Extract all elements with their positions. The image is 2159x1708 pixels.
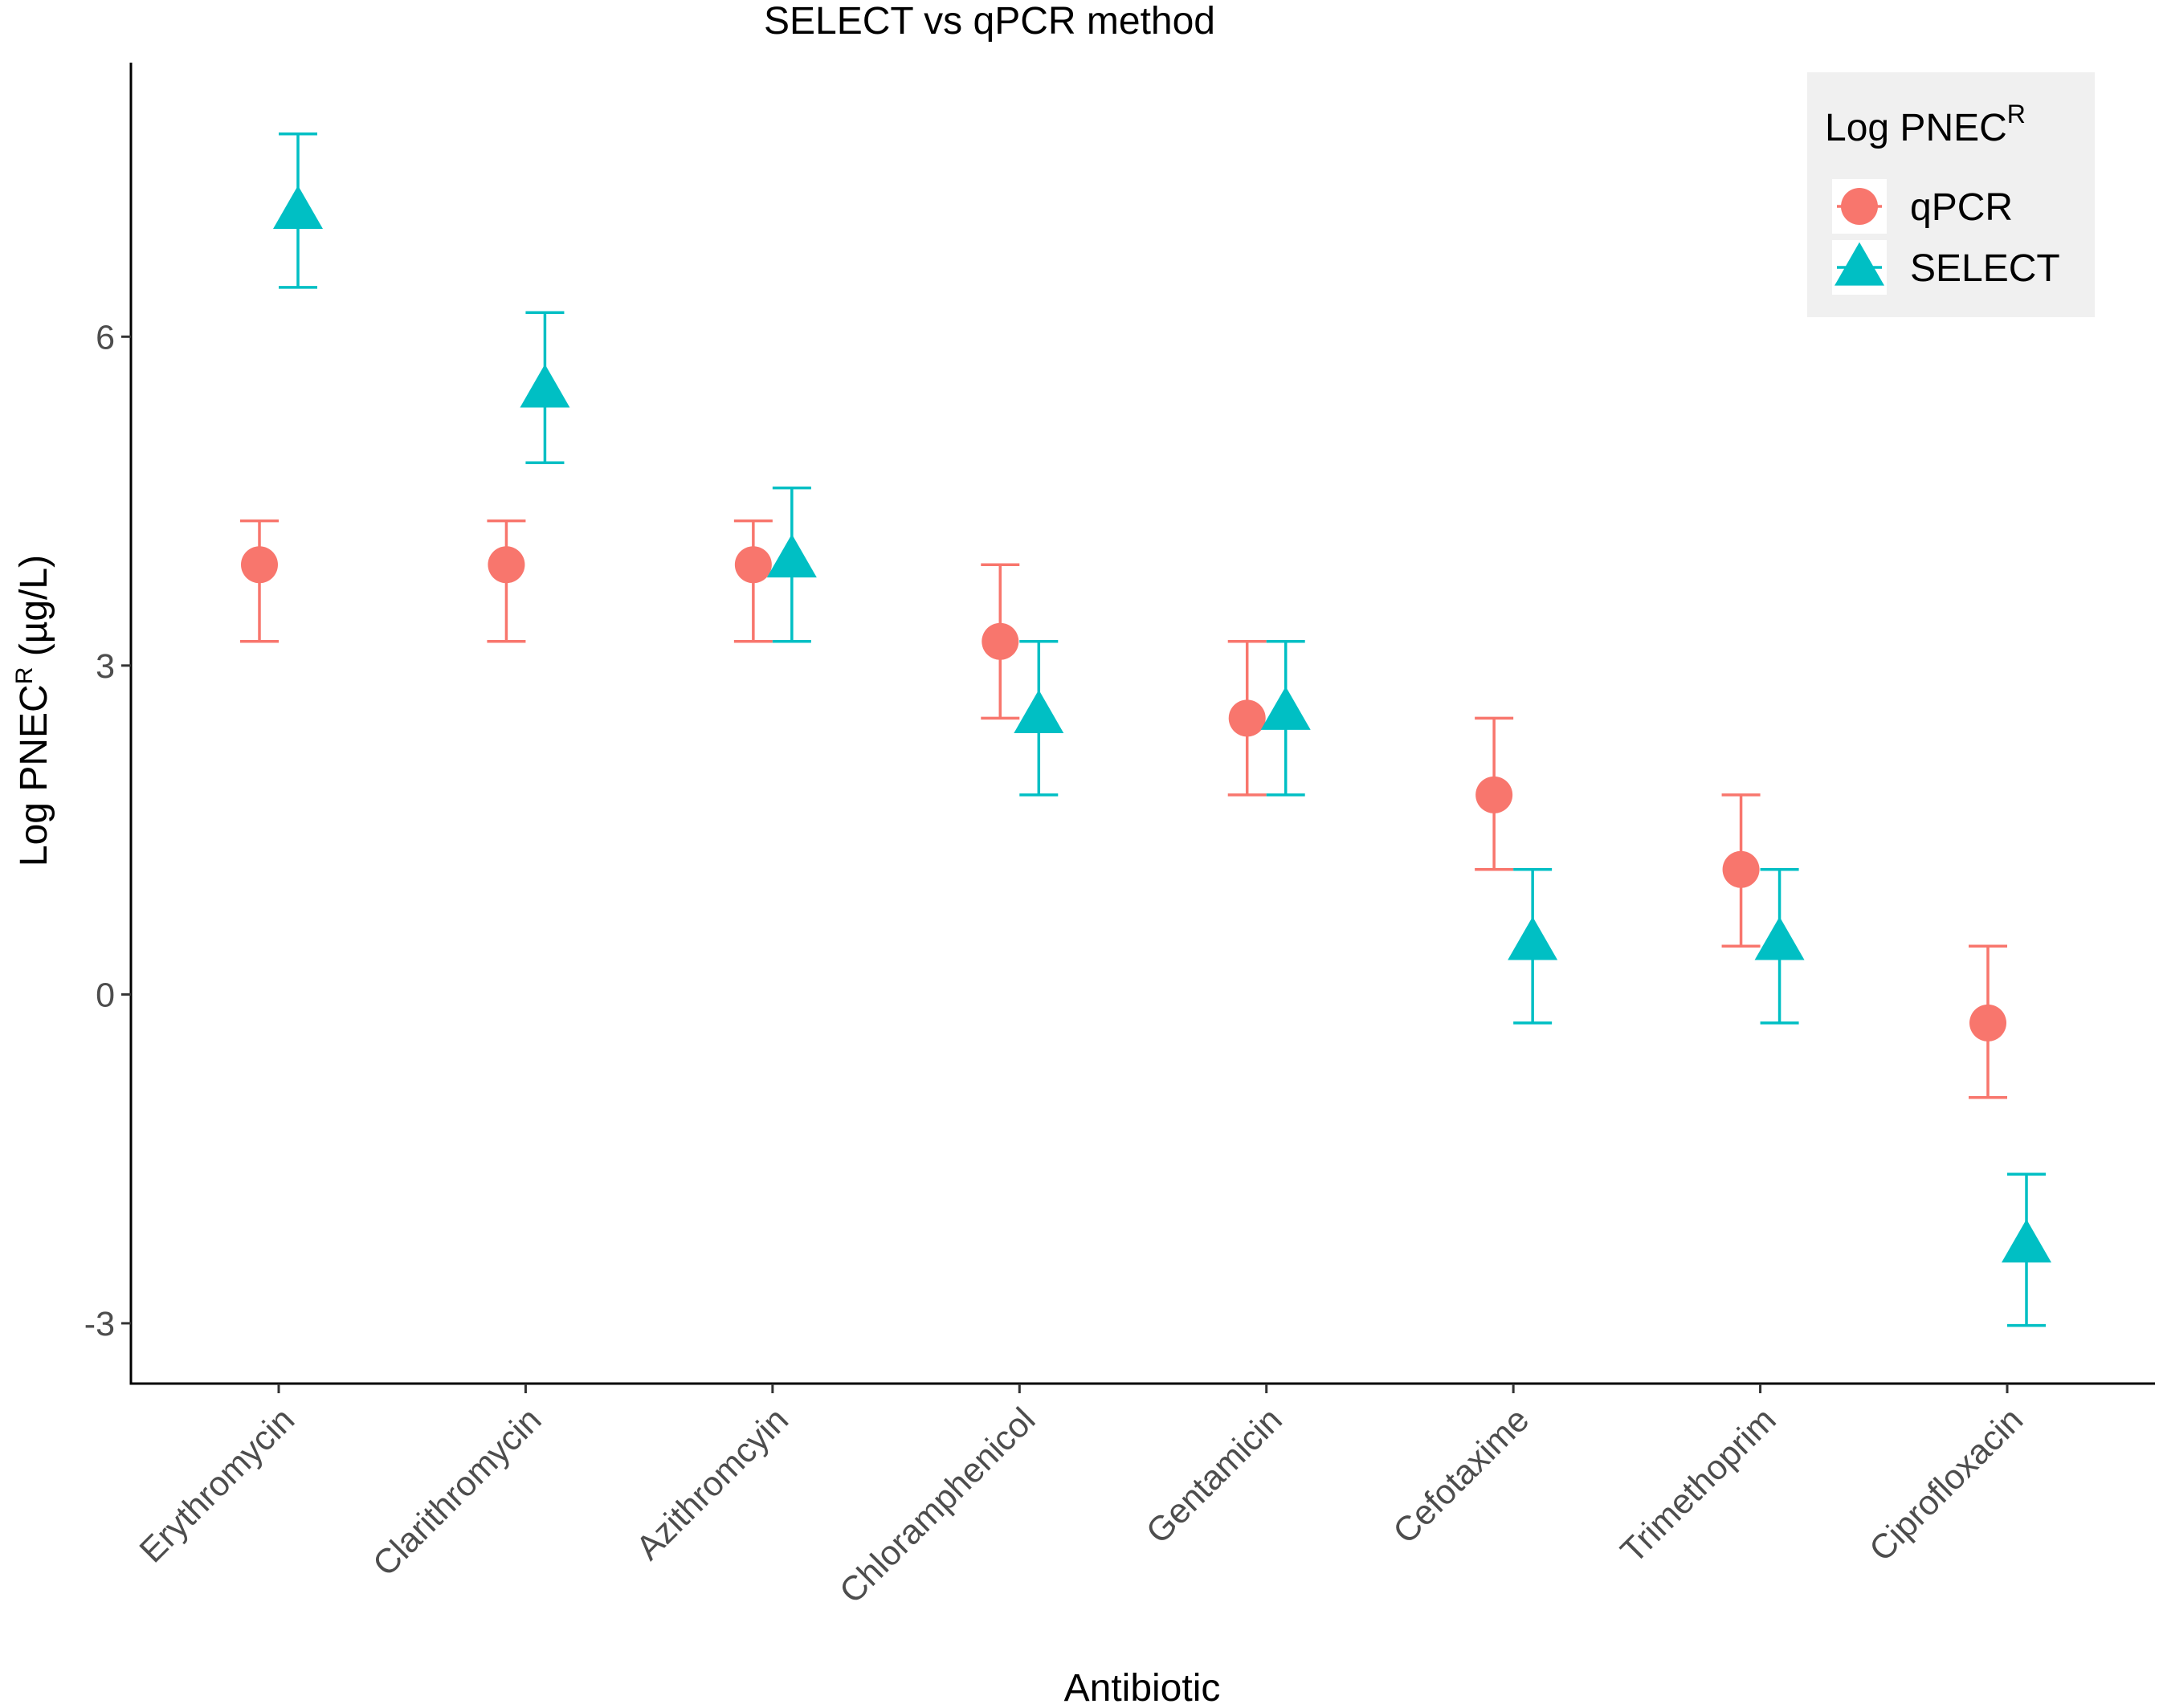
y-axis-title-space [13, 656, 55, 666]
legend-key-qpcr [1841, 188, 1878, 225]
data-points [241, 185, 2051, 1263]
data-point-select [1260, 686, 1311, 730]
legend-label-qpcr: qPCR [1910, 186, 2013, 229]
legend-keys: qPCR SELECT [1832, 179, 2060, 295]
y-axis-title: Log PNECR (µg/L) [11, 555, 55, 866]
data-point-qpcr [982, 622, 1019, 660]
legend-title-main: Log PNEC [1825, 107, 2007, 149]
x-axis-title: Antibiotic [1064, 1667, 1221, 1708]
legend-key-select [1835, 242, 1884, 286]
y-tick-label: -3 [84, 1305, 115, 1343]
legend-title-superscript: R [2007, 100, 2026, 128]
legend-title: Log PNECR [1825, 100, 2026, 149]
y-tick-label: 6 [96, 318, 115, 357]
y-axis-title-superscript: R [11, 667, 38, 685]
data-point-qpcr [241, 546, 278, 584]
data-point-select [766, 534, 817, 578]
data-point-select [1754, 916, 1805, 960]
legend: Log PNECR qPCR SELECT [1807, 72, 2095, 317]
data-point-select [520, 364, 570, 408]
y-axis-title-units: (µg/L) [13, 555, 55, 656]
data-point-qpcr [1228, 699, 1266, 737]
data-point-select [2002, 1219, 2051, 1263]
data-point-select [1508, 916, 1558, 960]
legend-label-select: SELECT [1910, 247, 2060, 290]
data-point-qpcr [1722, 850, 1760, 888]
chart-title: SELECT vs qPCR method [764, 0, 1215, 43]
y-axis-ticks: -3 0 3 6 [84, 318, 131, 1343]
data-point-qpcr [488, 546, 525, 584]
y-tick-label: 0 [96, 976, 115, 1014]
y-axis-title-main: Log PNEC [13, 684, 55, 866]
y-tick-label: 3 [96, 647, 115, 686]
data-point-qpcr [1969, 1004, 2006, 1042]
data-point-select [1014, 689, 1064, 733]
data-point-qpcr [734, 546, 772, 584]
data-point-qpcr [1475, 776, 1513, 813]
data-point-select [273, 185, 323, 229]
error-bars [240, 132, 2046, 1327]
